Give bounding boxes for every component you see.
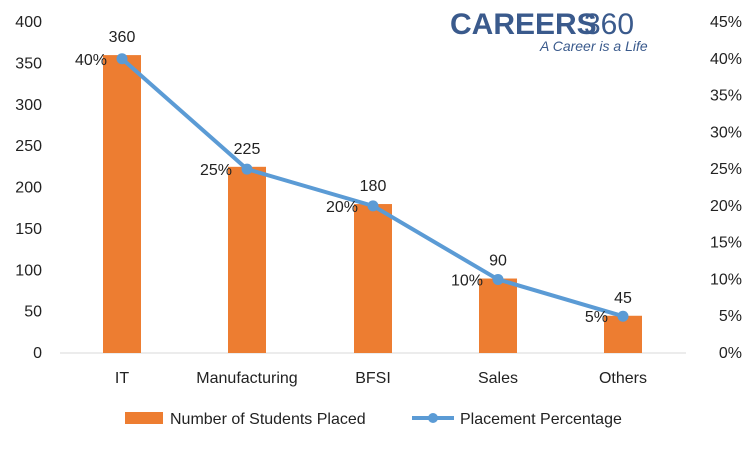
- right-tick-label: 10%: [710, 271, 742, 288]
- line-point: [241, 163, 253, 175]
- line-value-label: 25%: [200, 162, 232, 179]
- right-tick-label: 15%: [710, 235, 742, 252]
- bar-series: [103, 55, 642, 353]
- line-point: [116, 53, 128, 65]
- bar-value-label: 180: [360, 178, 387, 195]
- category-label: IT: [115, 370, 129, 387]
- line-labels: 40% 25% 20% 10% 5%: [75, 52, 608, 326]
- left-tick-label: 400: [15, 14, 42, 31]
- right-tick-label: 35%: [710, 88, 742, 105]
- left-tick-label: 200: [15, 180, 42, 197]
- right-tick-label: 0%: [719, 345, 742, 362]
- line-series: [116, 53, 629, 322]
- bar-value-label: 90: [489, 253, 507, 270]
- bar-value-label: 360: [109, 29, 136, 46]
- line-value-label: 20%: [326, 199, 358, 216]
- right-tick-label: 20%: [710, 198, 742, 215]
- legend-line-marker: [428, 413, 438, 423]
- category-label: BFSI: [355, 370, 391, 387]
- left-tick-label: 50: [24, 304, 42, 321]
- category-label: Others: [599, 370, 647, 387]
- right-tick-label: 30%: [710, 124, 742, 141]
- bar-value-label: 225: [234, 141, 261, 158]
- logo-tagline: A Career is a Life: [539, 38, 648, 54]
- line-value-label: 5%: [585, 309, 608, 326]
- logo-number: 360: [584, 8, 634, 41]
- category-label: Manufacturing: [196, 370, 297, 387]
- legend-bar-swatch: [125, 412, 163, 424]
- line-value-label: 40%: [75, 52, 107, 69]
- legend: Number of Students Placed Placement Perc…: [125, 411, 622, 428]
- legend-line-label: Placement Percentage: [460, 411, 622, 428]
- bar: [228, 166, 266, 353]
- careers360-logo: CAREERS 360 A Career is a Life: [450, 8, 648, 54]
- left-tick-label: 250: [15, 138, 42, 155]
- left-tick-label: 300: [15, 97, 42, 114]
- category-label: Sales: [478, 370, 518, 387]
- right-tick-label: 5%: [719, 308, 742, 325]
- bar: [479, 278, 517, 353]
- line-value-label: 10%: [451, 272, 483, 289]
- bar-value-label: 45: [614, 290, 632, 307]
- left-tick-label: 0: [33, 345, 42, 362]
- left-axis: 0 50 100 150 200 250 300 350 400: [15, 14, 686, 362]
- legend-bar-label: Number of Students Placed: [170, 411, 366, 428]
- right-tick-label: 40%: [710, 51, 742, 68]
- bar: [604, 315, 642, 353]
- bar-labels: 360 225 180 90 45: [109, 29, 632, 307]
- left-tick-label: 150: [15, 221, 42, 238]
- right-tick-label: 45%: [710, 14, 742, 31]
- line-point: [617, 310, 629, 322]
- right-axis: 0% 5% 10% 15% 20% 25% 30% 35% 40% 45%: [710, 14, 742, 362]
- left-tick-label: 100: [15, 262, 42, 279]
- logo-brand: CAREERS: [450, 8, 597, 41]
- category-labels: IT Manufacturing BFSI Sales Others: [115, 370, 647, 387]
- line-point: [367, 200, 379, 212]
- bar: [103, 55, 141, 353]
- bar: [354, 204, 392, 353]
- left-tick-label: 350: [15, 55, 42, 72]
- line-point: [492, 273, 504, 285]
- right-tick-label: 25%: [710, 161, 742, 178]
